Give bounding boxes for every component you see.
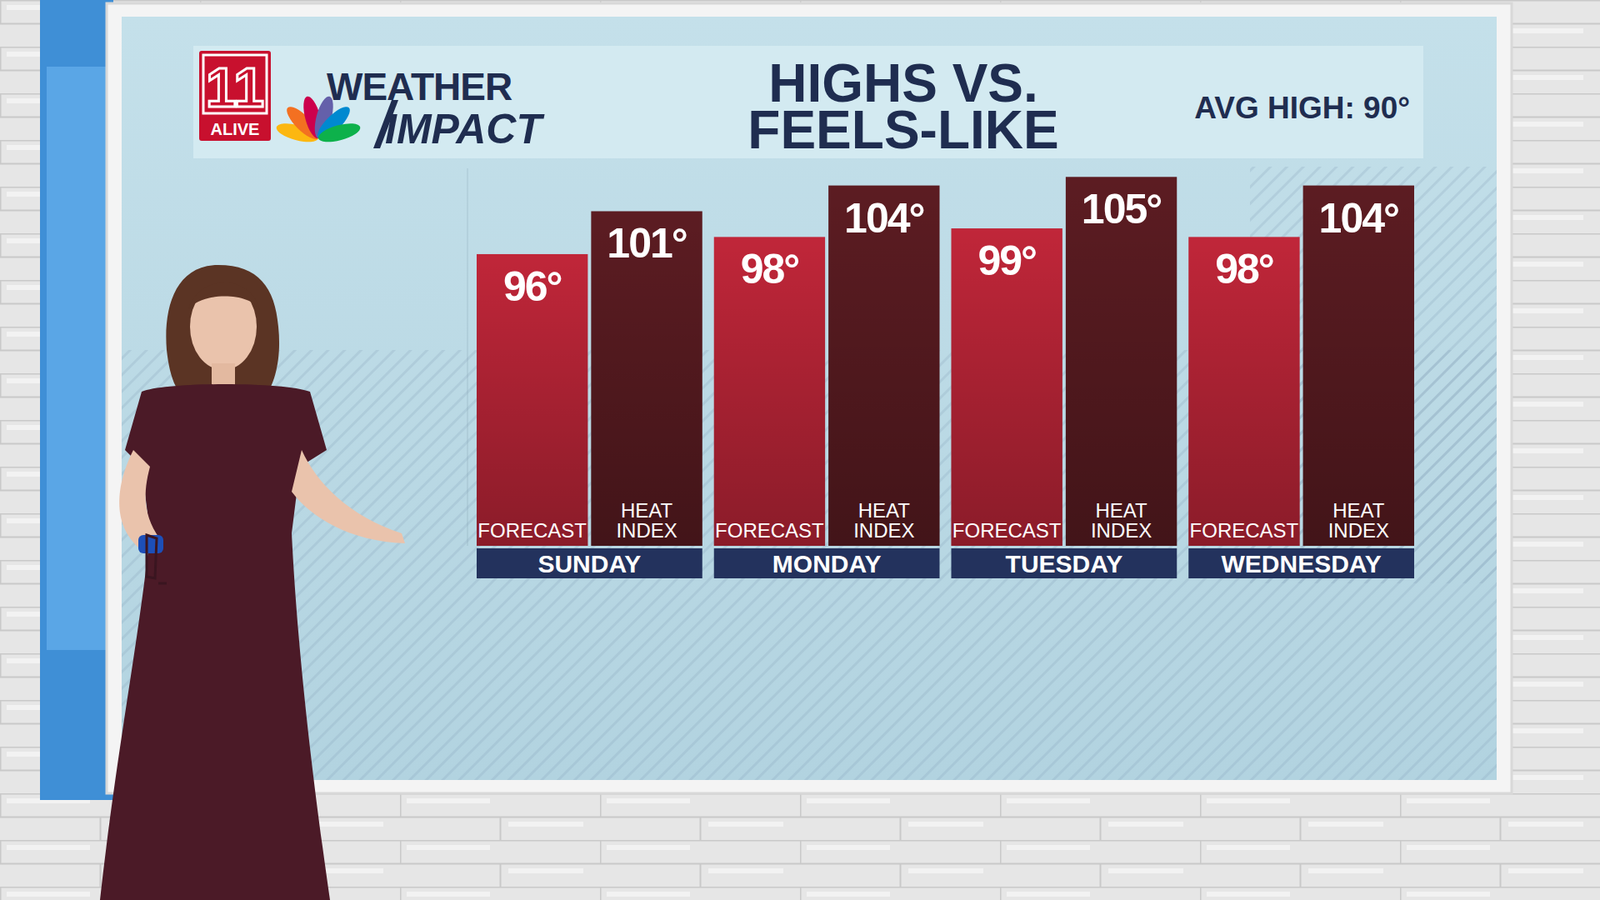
waist (146, 535, 167, 584)
bar-shade (476, 254, 588, 546)
series-label: HEATINDEX (1090, 499, 1152, 542)
blue-pillar (40, 0, 114, 800)
studio-wall (0, 0, 1600, 900)
category-label: MONDAY (772, 550, 882, 578)
bar (1188, 236, 1300, 546)
bar-shade (1188, 236, 1300, 546)
line: HEAT (620, 499, 674, 522)
show-title: WEATHER (326, 65, 513, 109)
data-label: 104° (1319, 195, 1399, 242)
bar-shade (1303, 185, 1415, 546)
logo-number: 11 (205, 56, 265, 119)
category-label: SUNDAY (537, 550, 641, 578)
data-label: 96° (503, 263, 562, 310)
data-label: 98° (740, 245, 800, 293)
series-label: FORECAST (952, 519, 1062, 542)
bar (590, 210, 702, 546)
stage: 11ALIVE WEATHERIMPACT HIGHS VS.FEELS-LIKE A… (0, 0, 1600, 900)
bar (1303, 185, 1415, 546)
presenter (100, 265, 405, 900)
data-label: 101° (606, 220, 686, 267)
line: INDEX (853, 519, 915, 542)
value-axis (467, 168, 469, 546)
data-label: 98° (1215, 245, 1274, 293)
category-label: TUESDAY (1005, 550, 1124, 578)
data-label: 99° (977, 237, 1036, 285)
category-box (714, 548, 940, 579)
bar (714, 236, 825, 546)
peacock-feather (316, 120, 363, 146)
bar (1065, 176, 1177, 546)
line: INDEX (615, 519, 677, 542)
series-label: FORECAST (1190, 519, 1300, 542)
bars (476, 176, 1415, 546)
series-label: HEATINDEX (853, 499, 915, 542)
series-label: HEATINDEX (615, 499, 677, 542)
category-label: WEDNESDAY (1220, 550, 1381, 578)
bar-shade (1065, 176, 1177, 546)
category-box (1188, 548, 1415, 579)
chart-title: HIGHS VS.FEELS-LIKE (747, 53, 1059, 160)
screen (121, 16, 1497, 780)
data-label: 105° (1081, 185, 1161, 233)
line: FORECAST (715, 519, 825, 542)
bar (476, 254, 588, 546)
category-box (476, 548, 703, 579)
category-box (951, 548, 1178, 579)
bar-shade (714, 236, 825, 546)
remote (138, 535, 164, 554)
line: FORECAST (477, 519, 587, 542)
line: HEAT (1332, 499, 1385, 522)
annotation: AVG HIGH: 90° (1194, 90, 1410, 125)
series-label: FORECAST (477, 519, 587, 542)
series-label: HEATINDEX (1328, 499, 1390, 542)
pillar-light (46, 66, 107, 650)
show-title: IMPACT (385, 105, 545, 153)
logo-box (199, 50, 271, 141)
hair (165, 265, 280, 397)
bar (951, 228, 1063, 546)
bar-shade (828, 185, 940, 546)
line: HEAT (1095, 499, 1148, 522)
line: INDEX (1090, 519, 1152, 542)
data-label: 104° (844, 195, 924, 242)
line: INDEX (1328, 519, 1390, 542)
arm-right (291, 450, 405, 544)
line: FORECAST (952, 519, 1062, 542)
fringe (188, 282, 260, 310)
logo-text: ALIVE (210, 120, 260, 139)
series-label: FORECAST (715, 519, 825, 542)
bar-shade (951, 228, 1063, 546)
line: FEELS-LIKE (747, 100, 1059, 160)
bar (828, 185, 940, 546)
line: FORECAST (1190, 519, 1300, 542)
line: HEAT (858, 499, 911, 522)
bar-shade (590, 210, 702, 546)
labels: 96°FORECAST101°HEATINDEXSUNDAY98°FORECAS… (476, 185, 1415, 579)
screen-frame (106, 3, 1512, 794)
dress (100, 384, 330, 900)
